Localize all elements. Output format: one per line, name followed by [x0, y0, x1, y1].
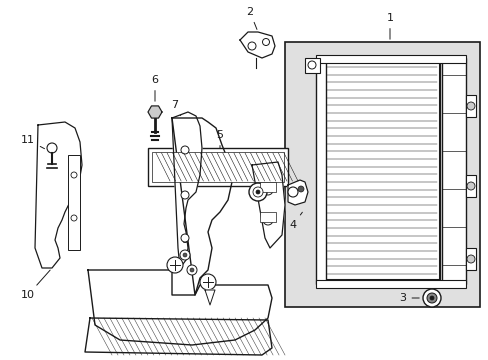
Polygon shape — [148, 106, 162, 118]
Bar — [465, 248, 475, 270]
Polygon shape — [88, 270, 271, 345]
Circle shape — [466, 255, 474, 263]
Bar — [260, 182, 275, 192]
Circle shape — [71, 215, 77, 221]
Circle shape — [422, 289, 440, 307]
Bar — [285, 42, 479, 307]
Text: 2: 2 — [246, 7, 256, 30]
Polygon shape — [240, 32, 274, 58]
Circle shape — [262, 39, 269, 45]
Circle shape — [263, 185, 272, 195]
Polygon shape — [204, 290, 215, 305]
Text: 9: 9 — [181, 235, 188, 253]
Circle shape — [167, 257, 183, 273]
Circle shape — [307, 61, 315, 69]
Circle shape — [181, 146, 189, 154]
Circle shape — [181, 234, 189, 242]
Circle shape — [263, 215, 272, 225]
Circle shape — [181, 191, 189, 199]
Circle shape — [287, 187, 297, 197]
Text: 8: 8 — [256, 170, 263, 180]
Circle shape — [426, 293, 436, 303]
Bar — [465, 175, 475, 197]
Bar — [148, 148, 287, 186]
Circle shape — [186, 265, 197, 275]
Circle shape — [190, 268, 194, 272]
Text: 6: 6 — [151, 75, 158, 101]
Text: 11: 11 — [21, 135, 44, 149]
Circle shape — [47, 143, 57, 153]
Bar — [321, 62, 439, 280]
Circle shape — [252, 187, 263, 197]
Circle shape — [297, 186, 304, 192]
Text: 10: 10 — [21, 270, 50, 300]
Text: 4: 4 — [289, 212, 302, 230]
Circle shape — [180, 250, 190, 260]
Text: 3: 3 — [399, 293, 418, 303]
Polygon shape — [85, 318, 271, 355]
Text: 7: 7 — [171, 100, 180, 116]
Circle shape — [247, 42, 256, 50]
Bar — [260, 212, 275, 222]
Bar — [465, 95, 475, 117]
Bar — [441, 58, 465, 284]
Polygon shape — [172, 118, 231, 295]
Circle shape — [429, 296, 433, 300]
Text: 1: 1 — [386, 13, 393, 39]
Circle shape — [200, 274, 216, 290]
Bar — [68, 155, 80, 250]
Circle shape — [256, 190, 260, 194]
Bar — [152, 152, 284, 182]
Circle shape — [466, 182, 474, 190]
Polygon shape — [35, 122, 82, 268]
Polygon shape — [172, 112, 202, 268]
Polygon shape — [287, 180, 307, 205]
Bar — [315, 55, 465, 63]
Bar — [305, 58, 319, 73]
Circle shape — [71, 172, 77, 178]
Circle shape — [466, 102, 474, 110]
Circle shape — [183, 253, 186, 257]
Text: 5: 5 — [216, 130, 223, 148]
Bar — [315, 58, 325, 284]
Polygon shape — [251, 162, 285, 248]
Bar — [315, 280, 465, 288]
Circle shape — [248, 183, 266, 201]
